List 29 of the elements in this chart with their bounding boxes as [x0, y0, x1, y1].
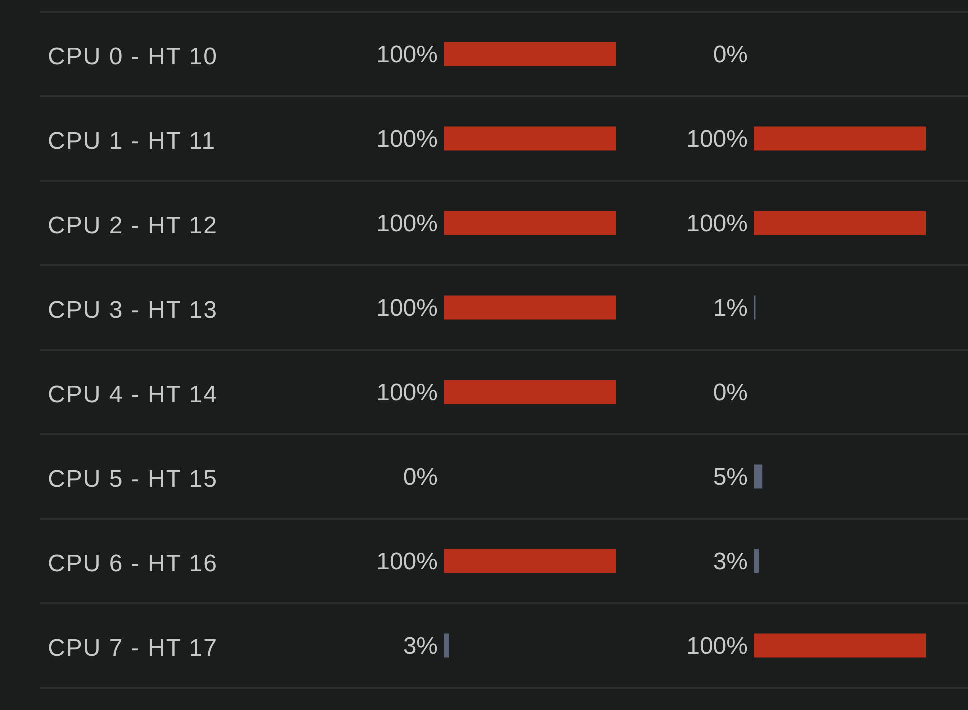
y-tick-label: CPU 5 - HT 15 [48, 466, 218, 494]
bar [754, 634, 926, 658]
data-label: 100% [376, 210, 438, 238]
data-label: 100% [376, 126, 438, 154]
data-label: 100% [686, 210, 748, 238]
data-label: 100% [376, 42, 438, 69]
bar [754, 126, 926, 151]
data-label: 0% [403, 464, 438, 492]
data-label: 1% [713, 295, 748, 322]
data-label: 100% [686, 126, 748, 154]
bar [754, 549, 760, 574]
data-label: 100% [376, 295, 438, 322]
y-tick-label: CPU 4 - HT 14 [48, 382, 218, 409]
data-label: 3% [403, 633, 438, 660]
y-tick-label: CPU 6 - HT 16 [48, 550, 218, 578]
data-label: 100% [686, 633, 748, 660]
data-label: 0% [713, 42, 748, 69]
y-tick-label: CPU 0 - HT 10 [48, 44, 218, 71]
y-tick-label: CPU 2 - HT 12 [48, 212, 218, 240]
y-tick-label: CPU 1 - HT 11 [48, 128, 216, 156]
data-label: 100% [376, 548, 438, 576]
data-label: 0% [713, 380, 748, 407]
data-label: 5% [713, 464, 748, 492]
bar [754, 211, 926, 236]
data-label: 100% [376, 380, 438, 407]
y-tick-label: CPU 3 - HT 13 [48, 297, 218, 324]
bar [754, 464, 763, 489]
data-label: 3% [713, 548, 748, 576]
y-tick-label: CPU 7 - HT 17 [48, 635, 218, 662]
